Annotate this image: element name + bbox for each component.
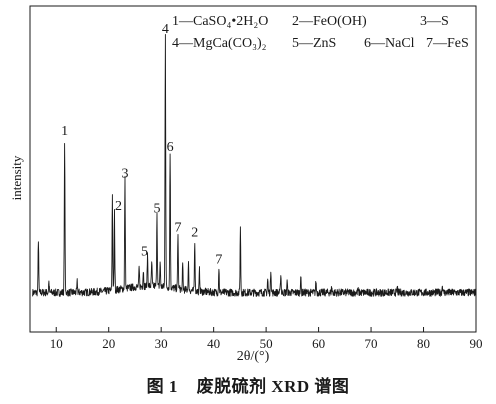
caption-text: 废脱硫剂 XRD 谱图 [196, 377, 350, 396]
legend: 1—CaSO₄•2H₂O 2—FeO(OH) 3—S 4—MgCa(CO₃)₂ 5—Zn… [172, 14, 469, 51]
peak-label: 3 [121, 167, 128, 182]
peak-label: 6 [167, 140, 174, 155]
caption-number: 图 1 [146, 377, 178, 396]
y-axis-label: intensity [9, 155, 24, 200]
x-tick-label: 40 [207, 336, 220, 351]
x-tick-label: 70 [365, 336, 378, 351]
xrd-series-line [32, 34, 477, 297]
plot-frame [29, 5, 477, 333]
peak-label: 7 [215, 252, 222, 267]
peak-label: 2 [191, 226, 198, 241]
legend-entry: 6—NaCl [364, 36, 415, 51]
peak-label: 5 [153, 202, 160, 217]
legend-entry: 1—CaSO₄•2H₂O [172, 14, 268, 29]
x-axis-ticks: 10 20 30 40 50 60 70 80 90 [50, 327, 483, 351]
peak-label: 2 [115, 199, 122, 214]
x-tick-label: 80 [417, 336, 430, 351]
legend-entry: 4—MgCa(CO₃)₂ [172, 36, 267, 51]
legend-entry: 2—FeO(OH) [292, 14, 367, 29]
x-tick-label: 60 [312, 336, 325, 351]
x-tick-label: 30 [155, 336, 168, 351]
legend-entry: 5—ZnS [292, 36, 336, 51]
x-tick-label: 50 [260, 336, 273, 351]
x-tick-label: 90 [470, 336, 483, 351]
peak-label: 5 [141, 244, 148, 259]
peak-label: 4 [162, 22, 169, 37]
figure-caption: 图 1 废脱硫剂 XRD 谱图 [0, 372, 496, 398]
peak-label: 1 [61, 124, 68, 139]
x-tick-label: 10 [50, 336, 63, 351]
x-axis-label: 2θ/(°) [237, 349, 270, 364]
legend-entry: 3—S [420, 14, 449, 29]
x-tick-label: 20 [102, 336, 115, 351]
legend-entry: 7—FeS [426, 36, 469, 51]
peak-label: 7 [174, 220, 181, 235]
